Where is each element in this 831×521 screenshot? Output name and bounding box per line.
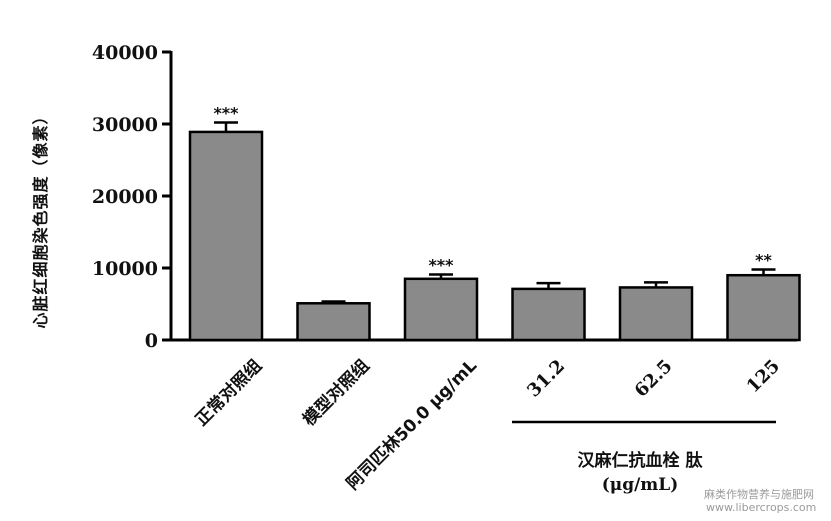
group-title: 汉麻仁抗血栓 肽 <box>578 450 704 471</box>
bars: ****** ** <box>188 104 801 342</box>
y-tick-label: 0 <box>145 330 158 352</box>
y-tick-label: 20000 <box>92 186 158 208</box>
x-tick-label: 正常对照组 <box>191 355 266 430</box>
significance-marker: ** <box>755 250 772 269</box>
x-tick-label: 31.2 <box>523 356 569 402</box>
watermark-line2: www.libercrops.com <box>706 501 816 514</box>
significance-marker: *** <box>213 104 239 123</box>
bar <box>618 286 694 342</box>
y-axis-title: 心脏红细胞染色强度（像素） <box>31 107 50 328</box>
x-tick-label: 模型对照组 <box>299 355 374 430</box>
y-tick-label: 30000 <box>92 114 158 136</box>
significance-marker: *** <box>428 255 454 274</box>
bar <box>188 130 264 342</box>
watermark-line1: 麻类作物营养与施肥网 <box>704 487 814 501</box>
bar <box>726 273 801 342</box>
x-tick-label: 125 <box>743 356 784 397</box>
y-tick-label: 40000 <box>92 42 158 64</box>
bar <box>511 287 586 342</box>
bar <box>296 302 371 342</box>
bar <box>403 277 479 342</box>
y-tick-label: 10000 <box>92 258 158 280</box>
group-unit: (μg/mL) <box>602 475 679 495</box>
x-tick-label: 62.5 <box>631 356 677 402</box>
